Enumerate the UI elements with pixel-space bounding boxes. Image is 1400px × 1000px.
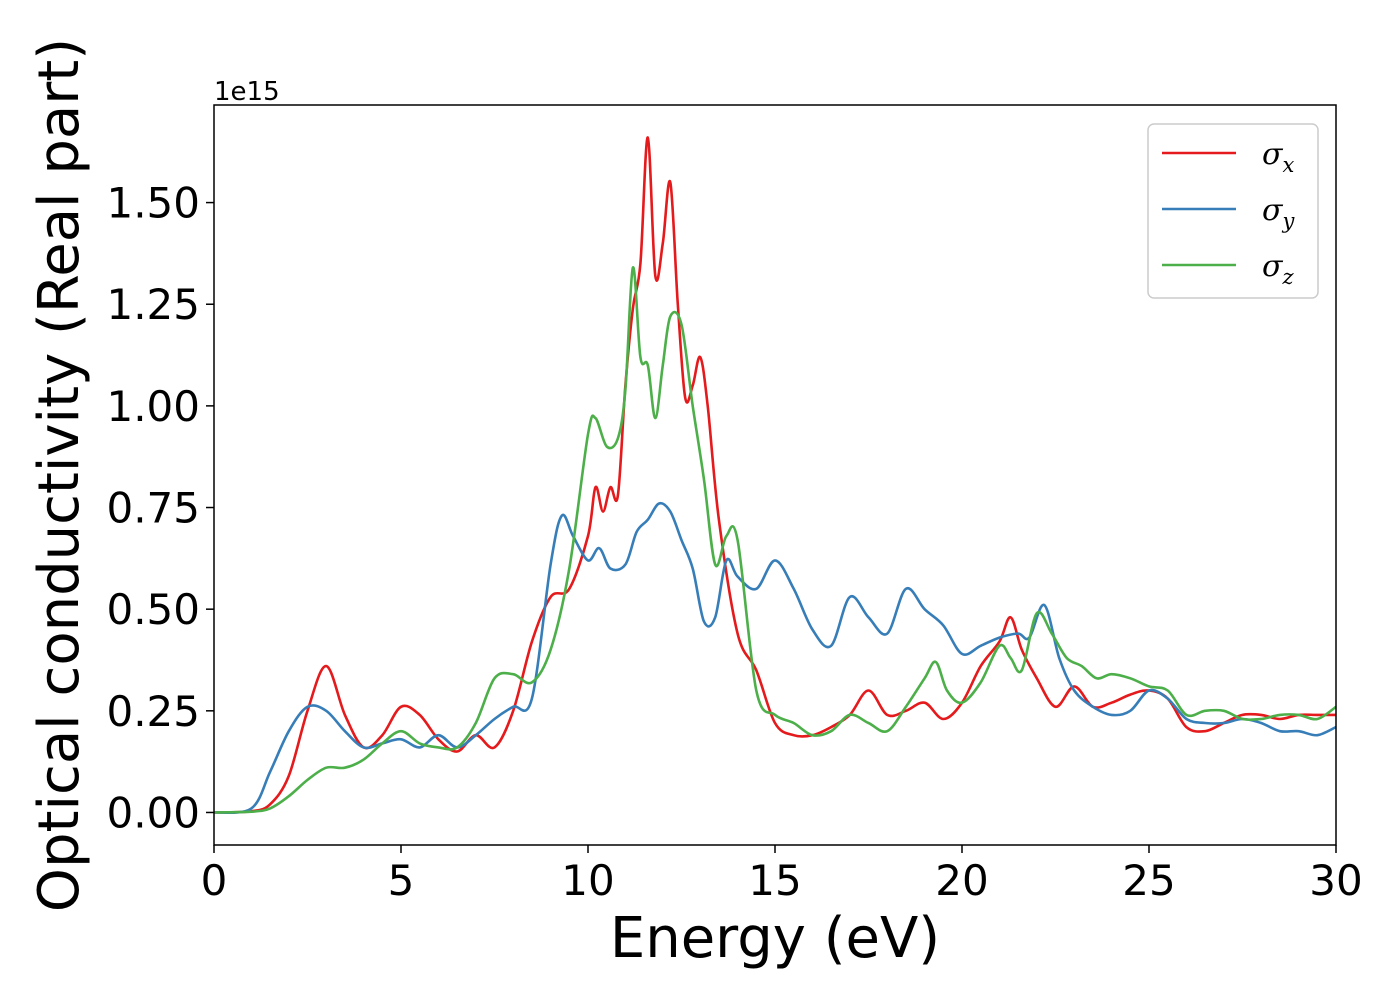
legend-box [1147,123,1319,299]
legend-label-y: σy [1262,193,1295,233]
series-line-x [213,136,1336,814]
x-tick-label: 25 [1122,856,1175,905]
y-tick-label: 0.50 [106,585,200,634]
y-axis-label: Optical conductivity (Real part) [27,38,92,912]
y-axis-ticks: 0.00 0.25 0.50 0.75 1.00 1.25 1.50 [106,179,214,837]
x-axis-label: Energy (eV) [610,906,940,971]
x-tick-label: 0 [201,856,228,905]
legend-label-x: σx [1262,137,1294,177]
legend: σx σy σz [1147,123,1319,299]
y-tick-label: 0.75 [106,484,200,533]
x-tick-label: 15 [748,856,801,905]
x-tick-label: 30 [1309,856,1362,905]
y-tick-label: 0.25 [106,687,200,736]
series-line-y [213,501,1337,815]
legend-label-z: σz [1262,249,1294,289]
x-tick-label: 10 [561,856,614,905]
y-tick-label: 1.00 [106,382,200,431]
y-tick-label: 0.00 [106,788,200,837]
x-axis-ticks: 0 5 10 15 20 25 30 [201,845,1363,905]
x-tick-label: 5 [388,856,415,905]
y-tick-label: 1.25 [106,280,200,329]
y-tick-label: 1.50 [106,179,200,228]
series-line-z [213,266,1337,814]
x-tick-label: 20 [935,856,988,905]
series-layer [213,136,1337,815]
y-offset-label: 1e15 [214,77,280,107]
